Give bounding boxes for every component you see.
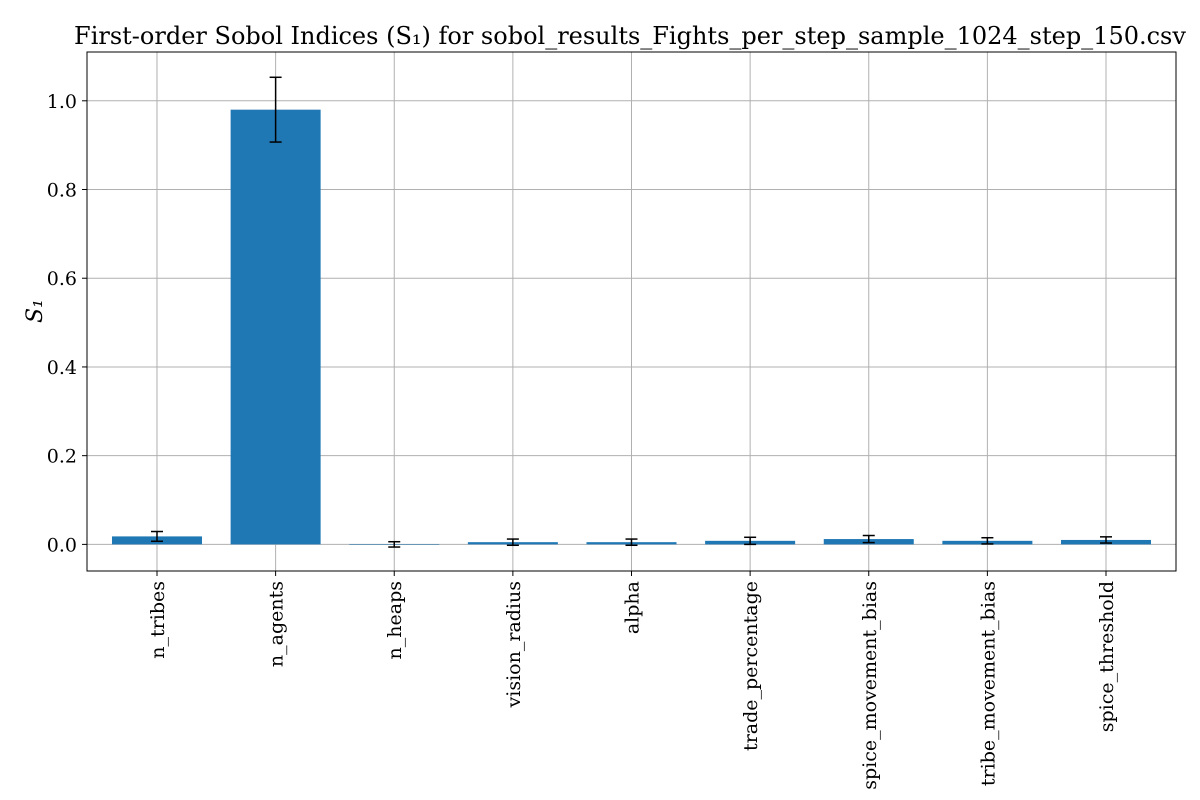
x-tick-label: vision_radius (503, 581, 525, 708)
y-axis-ticks: 0.0 0.2 0.4 0.6 0.8 1.0 (47, 91, 87, 556)
y-axis-label: S₁ (23, 299, 48, 323)
x-tick-label: n_tribes (147, 581, 169, 659)
x-tick-label: tribe_movement_bias (977, 581, 999, 786)
x-tick-label: spice_movement_bias (859, 581, 881, 790)
x-axis-ticks: n_tribes n_agents n_heaps vision_radius alph… (147, 571, 1118, 790)
x-tick-label: spice_threshold (1096, 581, 1118, 732)
x-tick-label: trade_percentage (740, 581, 762, 751)
y-tick-label: 1.0 (47, 91, 77, 113)
x-tick-label: n_heaps (384, 581, 406, 659)
y-tick-label: 0.6 (47, 268, 77, 290)
x-tick-label: n_agents (266, 581, 288, 667)
y-tick-label: 0.2 (47, 446, 77, 468)
y-tick-label: 0.8 (47, 180, 77, 202)
x-tick-label: alpha (622, 581, 644, 634)
chart-title: First-order Sobol Indices (S₁) for sobol… (74, 22, 1186, 50)
bar-n_agents (230, 109, 321, 545)
y-tick-label: 0.0 (47, 534, 77, 556)
y-tick-label: 0.4 (47, 357, 77, 379)
error-bars-layer (150, 76, 1113, 548)
